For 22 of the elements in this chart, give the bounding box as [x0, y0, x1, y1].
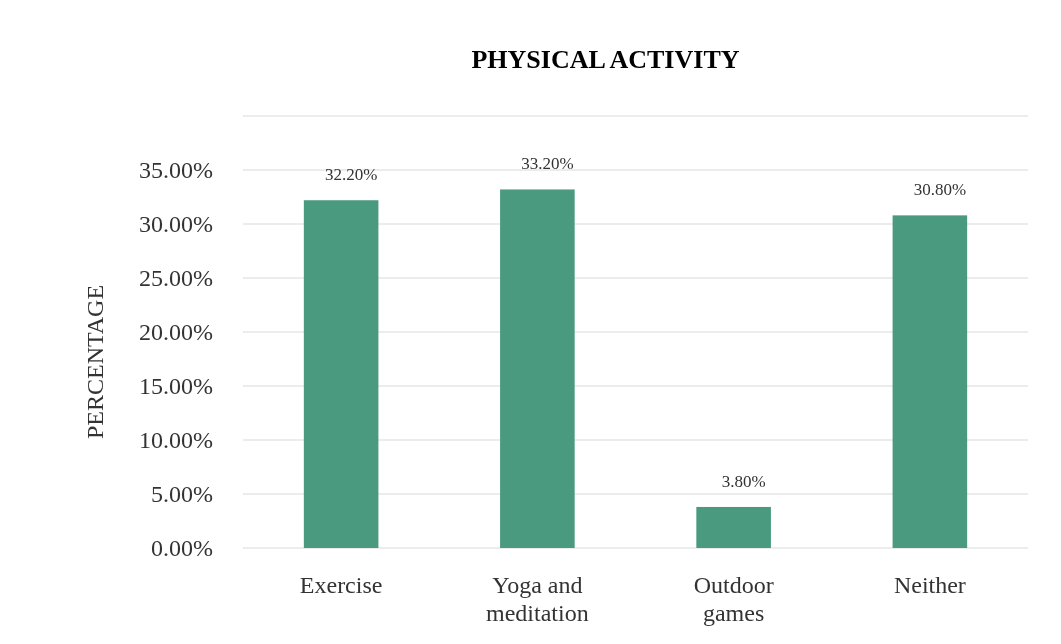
- chart-title: PHYSICAL ACTIVITY: [471, 45, 740, 74]
- y-tick-label: 15.00%: [139, 373, 213, 400]
- x-tick-label: Exercise: [299, 572, 383, 598]
- y-tick-label: 5.00%: [151, 481, 213, 508]
- y-tick-label: 30.00%: [139, 211, 213, 238]
- bar: [696, 506, 771, 548]
- x-tick-label: Outdoor games: [693, 572, 774, 626]
- bar: [892, 215, 968, 548]
- data-label: 3.80%: [721, 471, 766, 491]
- y-axis-title: PERCENTAGE: [82, 284, 108, 440]
- y-tick-label: 0.00%: [151, 535, 213, 562]
- x-tick-label: Yoga and meditation: [486, 572, 589, 626]
- data-label: 30.80%: [913, 180, 967, 200]
- x-tick-label: Neither: [893, 572, 966, 598]
- y-tick-label: 20.00%: [139, 319, 213, 346]
- bar: [500, 189, 575, 548]
- data-label: 33.20%: [521, 154, 574, 174]
- data-label: 32.20%: [324, 165, 378, 185]
- y-tick-label: 10.00%: [139, 427, 213, 454]
- y-tick-label: 35.00%: [139, 157, 213, 184]
- y-tick-label: 25.00%: [139, 265, 213, 292]
- bar: [303, 200, 379, 548]
